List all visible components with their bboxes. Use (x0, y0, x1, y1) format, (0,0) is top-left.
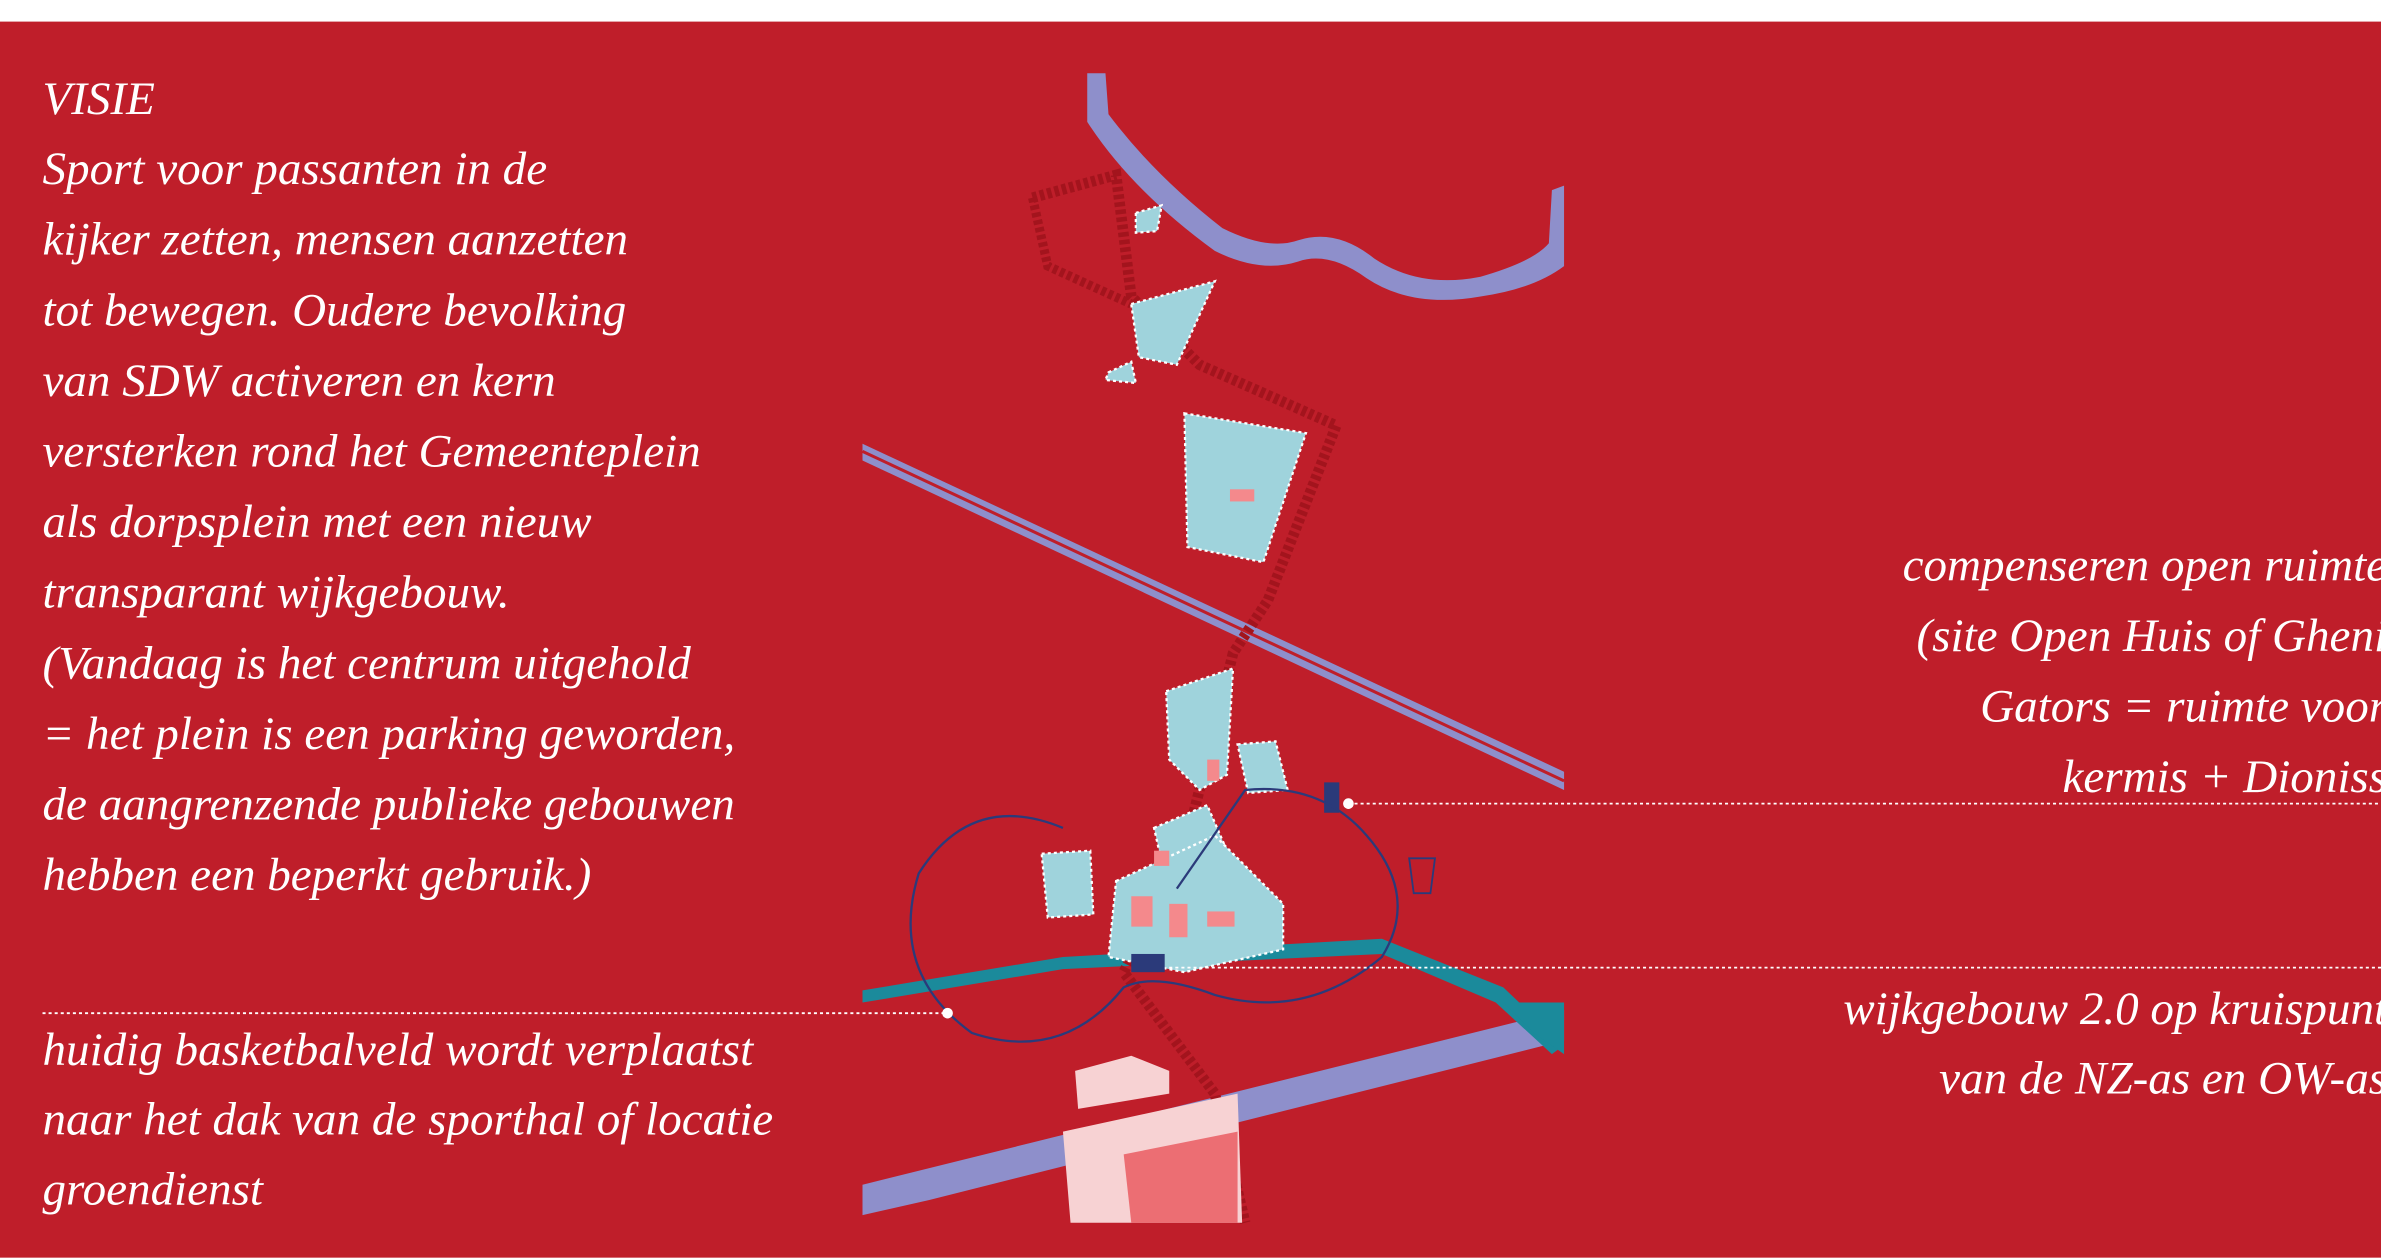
leader-dots (942, 798, 1354, 1019)
pink-buildings (1131, 489, 1255, 938)
note-line: van de NZ-as en OW-as (1939, 1053, 2381, 1105)
vision-title: VISIE (43, 73, 155, 125)
vision-line: versterken rond het Gemeenteplein (43, 426, 701, 478)
teal-end (1503, 1002, 1565, 1055)
note-line: compenseren open ruimte (1903, 539, 2381, 591)
note-line: kermis + Dioniss (2062, 751, 2381, 803)
red-path (1031, 168, 1344, 1224)
note-line: (site Open Huis of Gheni (1917, 610, 2381, 662)
pink-block (1123, 1131, 1238, 1223)
loop-route (909, 787, 1399, 1043)
vision-line: de aangrenzende publieke gebouwen (43, 779, 735, 831)
vision-line: = het plein is een parking geworden, (43, 708, 736, 760)
vision-line: van SDW activeren en kern (43, 355, 556, 407)
green-areas (1040, 203, 1308, 974)
icon (1408, 857, 1437, 895)
vision-line: (Vandaag is het centrum uitgehold (43, 637, 692, 689)
note-line: Gators = ruimte voor (1980, 681, 2381, 733)
top-strip (0, 0, 2381, 22)
vision-line: transparant wijkgebouw. (43, 567, 510, 619)
note-line: wijkgebouw 2.0 op kruispunt (1843, 983, 2381, 1035)
red-path-branch (1028, 196, 1134, 309)
vision-line: kijker zetten, mensen aanzetten (43, 214, 628, 266)
note-line: naar het dak van de sporthal of locatie (43, 1094, 774, 1146)
vision-line: tot bewegen. Oudere bevolking (43, 284, 627, 336)
vision-line: als dorpsplein met een nieuw (43, 496, 593, 548)
note-line: huidig basketbalveld wordt verplaatst (43, 1024, 756, 1076)
map (861, 73, 1565, 1224)
leader-lines (42, 802, 2381, 1015)
railway-gap (861, 449, 1565, 783)
note-line: groendienst (43, 1164, 265, 1216)
teal-route (862, 938, 1565, 1055)
river (1087, 73, 1565, 300)
wijkgebouw (1131, 953, 1165, 973)
vision-line: hebben een beperkt gebruik.) (43, 849, 592, 901)
vision-line: Sport voor passanten in de (43, 143, 548, 195)
